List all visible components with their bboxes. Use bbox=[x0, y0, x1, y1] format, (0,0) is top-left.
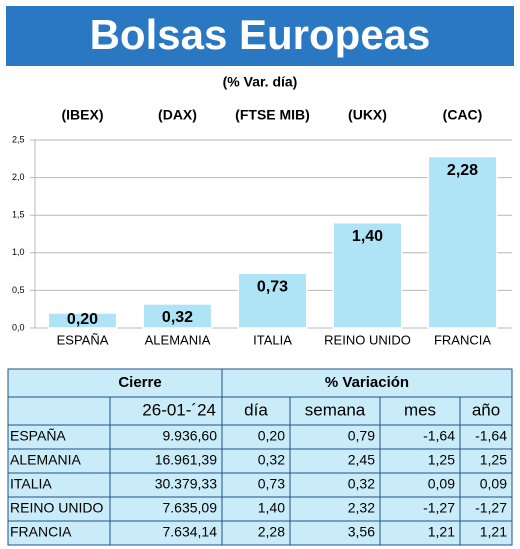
table-cell: ESPAÑA bbox=[10, 428, 66, 444]
table-cell: 30.379,33 bbox=[155, 476, 217, 492]
table-column-header: mes bbox=[404, 400, 436, 419]
table-group-header: Cierre bbox=[118, 374, 161, 391]
table-cell: 0,73 bbox=[258, 476, 285, 492]
table-column-header: año bbox=[472, 400, 500, 419]
table-cell: -1,27 bbox=[475, 500, 507, 516]
index-label: (CAC) bbox=[443, 107, 483, 123]
table-cell: ITALIA bbox=[10, 476, 52, 492]
table-cell: 0,32 bbox=[258, 452, 285, 468]
table-cell: 0,20 bbox=[258, 428, 285, 444]
table-cell: REINO UNIDO bbox=[10, 500, 103, 516]
table-cell: -1,27 bbox=[423, 500, 455, 516]
table-cell: 0,09 bbox=[480, 476, 507, 492]
table-cell: 7.634,14 bbox=[163, 524, 218, 540]
x-tick-label: ESPAÑA bbox=[57, 332, 109, 347]
value-label: 0,20 bbox=[67, 311, 98, 328]
bar bbox=[237, 272, 308, 329]
value-label: 1,40 bbox=[352, 228, 383, 245]
y-tick-label: 2,5 bbox=[12, 134, 25, 144]
table-cell: -1,64 bbox=[423, 428, 455, 444]
table-cell: FRANCIA bbox=[10, 524, 72, 540]
y-tick-label: 1,5 bbox=[12, 210, 25, 220]
bar bbox=[142, 303, 213, 329]
bar bbox=[47, 312, 118, 329]
table-cell: 1,25 bbox=[428, 452, 455, 468]
table-cell: 1,40 bbox=[258, 500, 285, 516]
table-cell: 2,32 bbox=[348, 500, 375, 516]
table-cell: 0,09 bbox=[428, 476, 455, 492]
table-cell: 2,28 bbox=[258, 524, 285, 540]
index-label: (IBEX) bbox=[62, 107, 104, 123]
table-column-header: 26-01-´24 bbox=[142, 400, 216, 419]
table-cell: 1,25 bbox=[480, 452, 507, 468]
value-label: 0,32 bbox=[162, 309, 193, 326]
x-tick-label: ITALIA bbox=[253, 332, 292, 347]
title-banner bbox=[6, 6, 514, 66]
table-cell: ALEMANIA bbox=[10, 452, 81, 468]
x-tick-label: FRANCIA bbox=[434, 332, 491, 347]
table-cell: 3,56 bbox=[348, 524, 375, 540]
index-label: (FTSE MIB) bbox=[235, 107, 310, 123]
table-cell: 0,79 bbox=[348, 428, 375, 444]
table-cell: 2,45 bbox=[348, 452, 375, 468]
y-tick-label: 1,0 bbox=[12, 247, 25, 257]
index-label: (UKX) bbox=[348, 107, 387, 123]
value-label: 2,28 bbox=[447, 162, 478, 179]
table-cell: 0,32 bbox=[348, 476, 375, 492]
value-label: 0,73 bbox=[257, 278, 288, 295]
table-column-header: semana bbox=[305, 400, 366, 419]
chart-title: Bolsas Europeas bbox=[90, 11, 431, 58]
chart-subtitle: (% Var. día) bbox=[223, 74, 298, 90]
bar bbox=[332, 221, 403, 329]
table-cell: 1,21 bbox=[428, 524, 455, 540]
bar bbox=[427, 155, 498, 329]
y-tick-label: 2,0 bbox=[12, 172, 25, 182]
table-column-header: día bbox=[244, 400, 268, 419]
table-group-header: % Variación bbox=[325, 374, 409, 391]
table-cell: 7.635,09 bbox=[163, 500, 218, 516]
table-bg bbox=[7, 368, 513, 546]
x-tick-label: ALEMANIA bbox=[145, 332, 211, 347]
table-cell: -1,64 bbox=[475, 428, 507, 444]
x-tick-label: REINO UNIDO bbox=[324, 332, 411, 347]
y-tick-label: 0,5 bbox=[12, 285, 25, 295]
y-tick-label: 0,0 bbox=[12, 322, 25, 332]
index-label: (DAX) bbox=[158, 107, 197, 123]
table-cell: 16.961,39 bbox=[155, 452, 217, 468]
table-cell: 9.936,60 bbox=[163, 428, 218, 444]
table-cell: 1,21 bbox=[480, 524, 507, 540]
